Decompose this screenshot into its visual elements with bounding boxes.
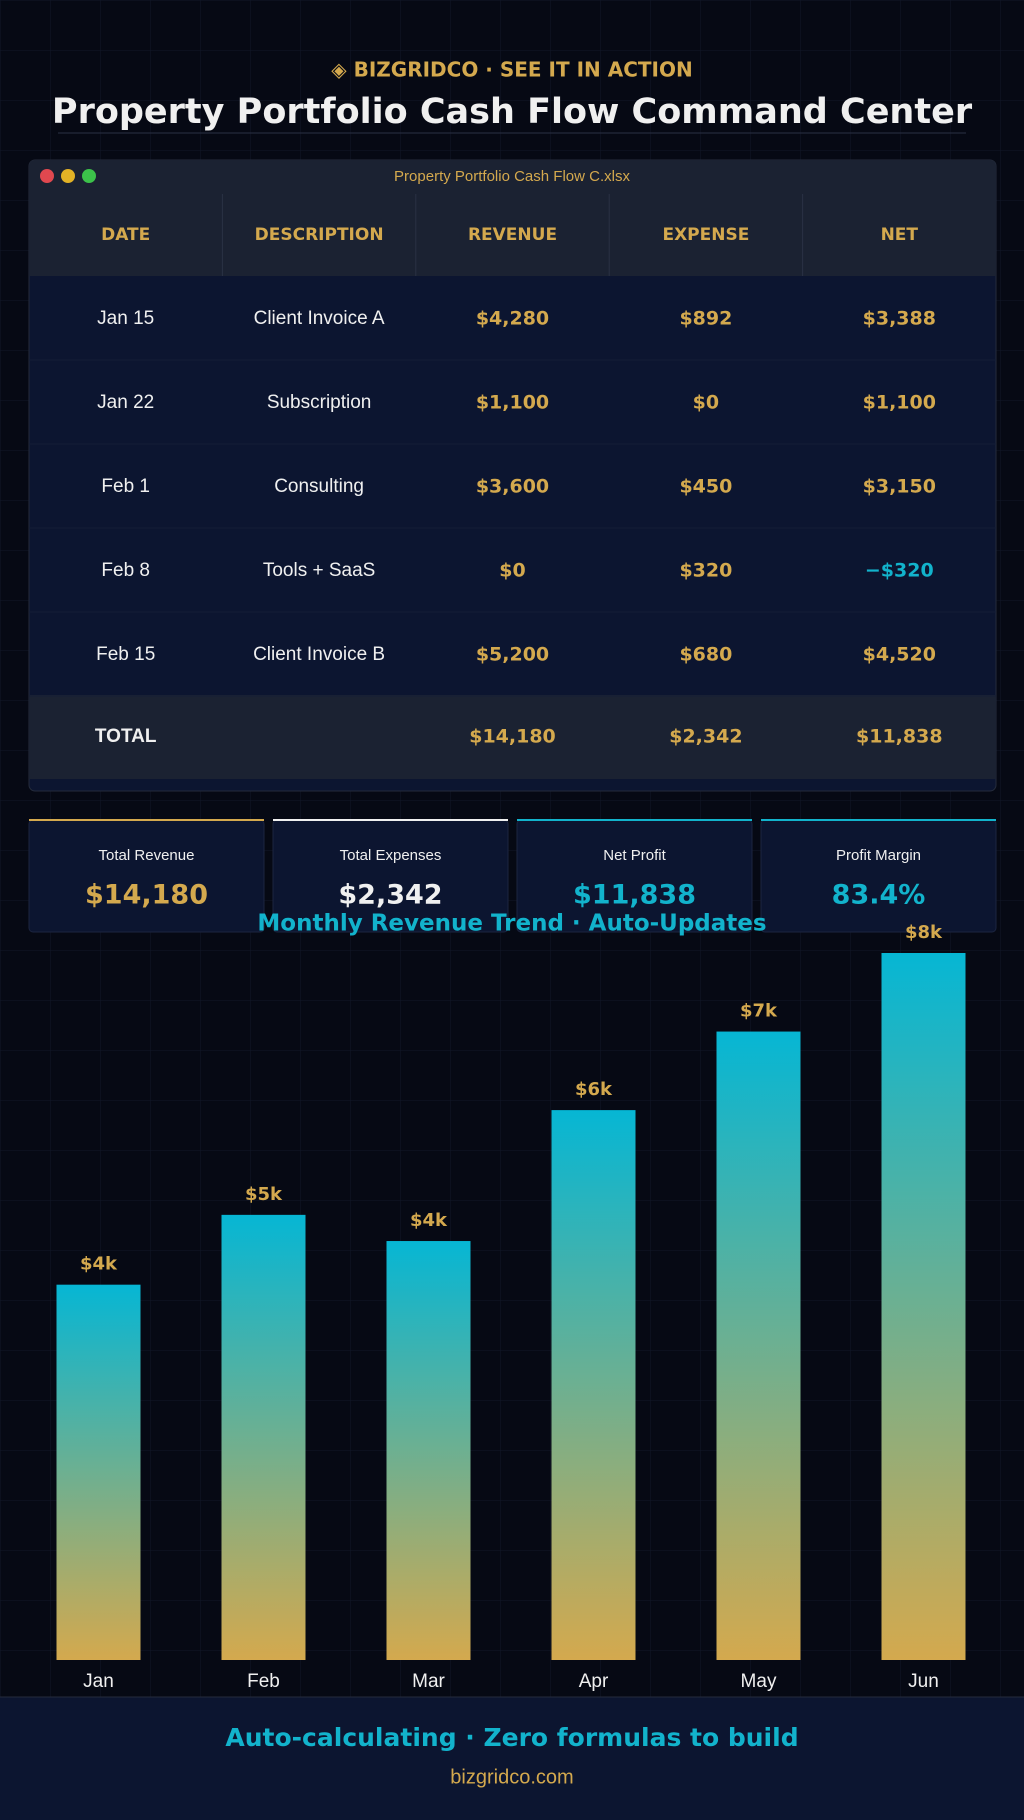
text-cell: Tools + SaaS <box>263 560 376 581</box>
amount-cell: $5,200 <box>476 644 549 666</box>
kpi-value: $11,838 <box>573 880 696 911</box>
amount-cell: $1,100 <box>476 392 549 414</box>
kpi-value: 83.4% <box>832 880 926 911</box>
bar <box>551 1110 636 1660</box>
column-header: DESCRIPTION <box>255 225 384 245</box>
kpi-accent <box>761 819 996 821</box>
amount-cell: $450 <box>679 476 732 498</box>
text-cell: Feb 8 <box>101 560 150 581</box>
bar-value-label: $4k <box>80 1254 118 1275</box>
bar-value-label: $6k <box>575 1079 613 1100</box>
kpi-accent <box>517 819 752 821</box>
amount-cell: −$320 <box>865 560 934 582</box>
footer-bg <box>0 1697 1024 1820</box>
close-button[interactable] <box>40 169 54 183</box>
page-title: Property Portfolio Cash Flow Command Cen… <box>52 92 973 132</box>
amount-cell: $680 <box>679 644 732 666</box>
bar <box>716 1031 801 1660</box>
text-cell: Jan 22 <box>97 392 154 413</box>
text-cell: Subscription <box>267 392 372 413</box>
footer-url: bizgridco.com <box>450 1766 573 1788</box>
bar-value-label: $4k <box>410 1210 448 1231</box>
total-cell: $2,342 <box>669 726 742 748</box>
bar <box>56 1284 141 1660</box>
x-tick-label: Jun <box>908 1671 939 1692</box>
maximize-button[interactable] <box>82 169 96 183</box>
kpi-card <box>760 819 997 933</box>
minimize-button[interactable] <box>61 169 75 183</box>
bar <box>881 953 966 1660</box>
kpi-accent <box>29 819 264 821</box>
column-header: NET <box>881 225 919 245</box>
filename: Property Portfolio Cash Flow C.xlsx <box>394 168 630 185</box>
text-cell: Feb 15 <box>96 644 155 665</box>
amount-cell: $3,388 <box>863 308 936 330</box>
bar-value-label: $5k <box>245 1184 283 1205</box>
table-header-bg <box>29 194 996 276</box>
amount-cell: $4,280 <box>476 308 549 330</box>
kpi-label: Profit Margin <box>836 847 921 864</box>
kpi-value: $2,342 <box>338 880 442 911</box>
text-cell: Feb 1 <box>101 476 150 497</box>
kpi-accent <box>273 819 508 821</box>
amount-cell: $3,150 <box>863 476 936 498</box>
text-cell: Jan 15 <box>97 308 154 329</box>
x-tick-label: Feb <box>247 1671 280 1692</box>
x-tick-label: Apr <box>579 1671 609 1692</box>
amount-cell: $1,100 <box>863 392 936 414</box>
column-header: REVENUE <box>468 225 557 245</box>
x-tick-label: Jan <box>83 1671 114 1692</box>
x-tick-label: May <box>741 1671 777 1692</box>
text-cell: Client Invoice A <box>254 308 385 329</box>
text-cell: Client Invoice B <box>253 644 385 665</box>
x-tick-label: Mar <box>412 1671 445 1692</box>
amount-cell: $0 <box>693 392 719 414</box>
amount-cell: $4,520 <box>863 644 936 666</box>
bar-value-label: $8k <box>905 922 943 943</box>
kpi-card <box>28 819 265 933</box>
column-header: EXPENSE <box>662 225 749 245</box>
total-cell: TOTAL <box>95 726 157 747</box>
amount-cell: $892 <box>679 308 732 330</box>
amount-cell: $3,600 <box>476 476 549 498</box>
chart-title: Monthly Revenue Trend · Auto-Updates <box>257 911 766 937</box>
bar <box>221 1214 306 1660</box>
window-titlebar <box>29 160 996 194</box>
brand: ◈ BIZGRIDCO · SEE IT IN ACTION <box>331 58 692 82</box>
table-total-bg <box>29 695 996 779</box>
kpi-label: Net Profit <box>603 847 666 864</box>
amount-cell: $0 <box>499 560 525 582</box>
amount-cell: $320 <box>679 560 732 582</box>
column-header: DATE <box>101 225 150 245</box>
kpi-label: Total Expenses <box>340 847 442 864</box>
kpi-value: $14,180 <box>85 880 208 911</box>
total-cell: $11,838 <box>856 726 943 748</box>
text-cell: Consulting <box>274 476 364 497</box>
footer-tagline: Auto-calculating · Zero formulas to buil… <box>225 1723 798 1752</box>
total-cell: $14,180 <box>469 726 556 748</box>
kpi-label: Total Revenue <box>99 847 195 864</box>
bar-value-label: $7k <box>740 1001 778 1022</box>
bar <box>386 1241 471 1660</box>
